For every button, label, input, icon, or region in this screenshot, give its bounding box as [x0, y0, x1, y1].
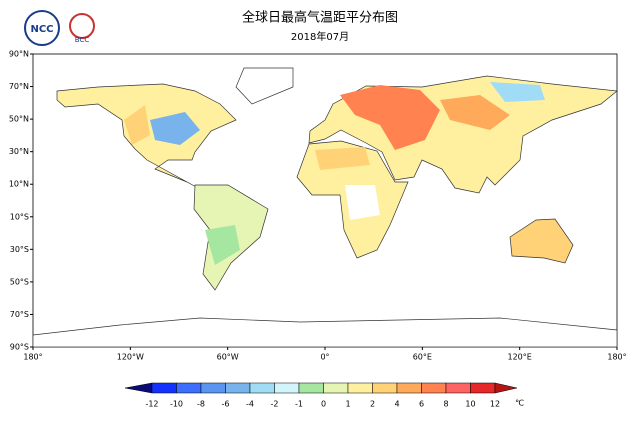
colorbar-high-triangle: [494, 382, 518, 394]
colorbar-box: [470, 382, 496, 394]
lon-label: 120°E: [508, 353, 532, 362]
colorbar: -12 -10 -8 -6 -4 -2 -1 0 1 2 4 6 8 10 12 ℃: [124, 382, 524, 409]
colorbar-low-triangle: [124, 382, 153, 394]
africa-nodata: [345, 185, 380, 220]
colorbar-label: 12: [490, 400, 500, 409]
lat-label: 50°S: [10, 277, 29, 286]
lon-label: 180°: [607, 353, 626, 362]
lat-label: 30°S: [10, 245, 29, 254]
logos: NCC BCC: [24, 10, 95, 46]
subtitle: 2018年07月: [291, 30, 349, 43]
lat-label: 50°N: [9, 115, 29, 124]
russia-warm-patch: [340, 85, 440, 150]
colorbar-label: -4: [246, 400, 254, 409]
lat-label: 90°S: [10, 343, 29, 352]
colorbar-box: [298, 382, 324, 394]
asia-warm-patch: [440, 95, 510, 130]
lat-label: 10°N: [9, 180, 29, 189]
siberia-cool-patch: [490, 82, 545, 102]
colorbar-box: [396, 382, 422, 394]
colorbar-box: [421, 382, 447, 394]
colorbar-label: 1: [345, 400, 350, 409]
lat-label: 30°N: [9, 147, 29, 156]
colorbar-label: 6: [419, 400, 424, 409]
colorbar-unit: ℃: [515, 399, 524, 408]
lon-label: 120°W: [117, 353, 144, 362]
na-cool-patch: [150, 112, 200, 145]
colorbar-box: [151, 382, 177, 394]
colorbar-box: [249, 382, 275, 394]
bcc-logo: [69, 13, 95, 39]
colorbar-box: [372, 382, 398, 394]
colorbar-label: -2: [271, 400, 279, 409]
colorbar-box: [274, 382, 300, 394]
colorbar-label: 4: [394, 400, 399, 409]
colorbar-label: -1: [295, 400, 303, 409]
colorbar-label: -12: [145, 400, 158, 409]
colorbar-label: 0: [321, 400, 326, 409]
colorbar-box: [445, 382, 471, 394]
na-warm-patch: [124, 105, 150, 145]
colorbar-label: 8: [443, 400, 448, 409]
lat-label: 70°S: [10, 310, 29, 319]
greenland: [235, 67, 294, 105]
lat-label: 10°S: [10, 212, 29, 221]
lon-label: 180°: [23, 353, 42, 362]
colorbar-label: 10: [465, 400, 475, 409]
ncc-logo-text: NCC: [30, 24, 53, 35]
lon-label: 60°E: [413, 353, 432, 362]
title: 全球日最高气温距平分布图: [242, 10, 398, 26]
colorbar-box: [347, 382, 373, 394]
colorbar-box: [176, 382, 202, 394]
lat-label: 70°N: [9, 82, 29, 91]
colorbar-box: [323, 382, 349, 394]
colorbar-label: -10: [170, 400, 183, 409]
sa-patch: [205, 225, 240, 265]
colorbar-label: -6: [222, 400, 230, 409]
lon-label: 0°: [320, 353, 329, 362]
colorbar-label: -8: [197, 400, 205, 409]
axes: 90°N 70°N 50°N 30°N 10°N 10°S 30°S 50°S 70°S 90°S…: [9, 50, 627, 362]
ncc-logo: [24, 10, 60, 46]
colorbar-label: 2: [370, 400, 375, 409]
lon-label: 60°W: [217, 353, 239, 362]
colorbar-box: [225, 382, 251, 394]
africa-warm-patch: [315, 147, 370, 170]
map: [32, 53, 618, 348]
colorbar-box: [200, 382, 226, 394]
bcc-logo-text: BCC: [75, 36, 90, 44]
lat-label: 90°N: [9, 50, 29, 59]
australia: [509, 218, 574, 264]
